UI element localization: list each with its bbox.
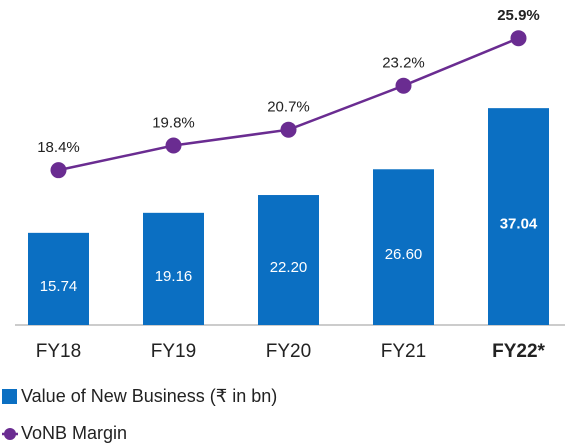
- legend-marker: [4, 428, 16, 440]
- line-point: [165, 137, 182, 154]
- bar-value-label: 19.16: [155, 268, 193, 285]
- legend-label: VoNB Margin: [21, 423, 127, 443]
- bar: [373, 169, 434, 325]
- bar-value-label: 26.60: [385, 246, 423, 263]
- legend-label: Value of New Business (₹ in bn): [21, 386, 277, 406]
- bar-value-label: 37.04: [500, 216, 538, 233]
- x-tick-label: FY21: [381, 341, 426, 362]
- bar-value-label: 15.74: [40, 278, 78, 295]
- line-value-label: 19.8%: [152, 114, 195, 131]
- line-value-label: 25.9%: [497, 7, 540, 24]
- bar-value-label: 22.20: [270, 259, 308, 276]
- line-point: [510, 30, 527, 47]
- line-point: [395, 77, 412, 94]
- bar: [28, 232, 89, 325]
- x-tick-label: FY18: [36, 341, 81, 362]
- line-value-label: 20.7%: [267, 99, 310, 116]
- line-value-label: 23.2%: [382, 55, 425, 72]
- x-tick-label: FY19: [151, 341, 196, 362]
- line-point: [280, 121, 297, 138]
- x-tick-label: FY20: [266, 341, 311, 362]
- legend-swatch: [2, 389, 17, 404]
- bar: [488, 108, 549, 325]
- bar: [143, 212, 204, 325]
- line-point: [50, 162, 67, 179]
- x-tick-label: FY22*: [492, 341, 545, 362]
- line-value-label: 18.4%: [37, 139, 80, 156]
- bar: [258, 195, 319, 325]
